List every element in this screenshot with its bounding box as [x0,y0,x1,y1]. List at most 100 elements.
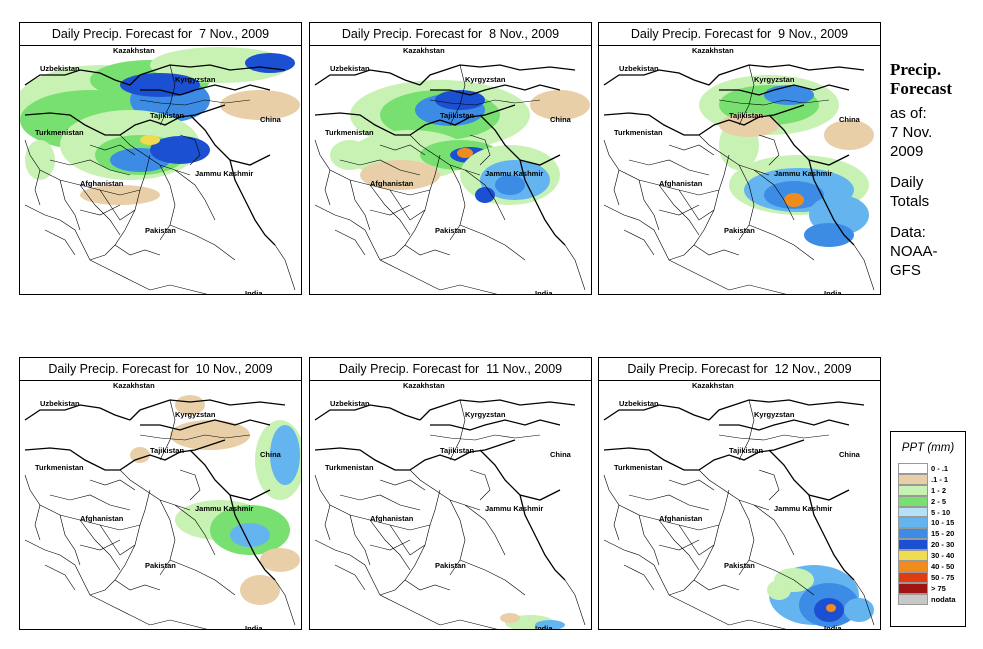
boundary-line [404,579,451,591]
boundary-line [229,159,276,246]
map-label-china: China [550,450,572,459]
boundary-line [439,619,498,629]
boundary-line [429,489,441,526]
panel-title: Daily Precip. Forecast for 12 Nov., 2009 [599,358,880,381]
legend-label: 20 - 30 [931,540,955,550]
legend-row: 15 - 20 [898,528,956,540]
map-label-pakistan: Pakistan [435,561,466,570]
boundary-line [623,229,655,256]
boundary-line [748,559,815,596]
precip-area [140,135,160,145]
panel-title: Daily Precip. Forecast for 8 Nov., 2009 [310,23,591,46]
boundary-line [119,134,191,176]
boundary-line [698,104,805,136]
legend-label: > 75 [931,583,946,593]
legend-swatch [898,473,928,485]
boundary-line [603,474,720,531]
precip-area [220,90,300,120]
legend-label: 2 - 5 [931,496,947,506]
boundary-line [324,504,331,541]
precip-layer [500,613,565,629]
boundary-line [768,449,850,501]
map-labels: Kazakhstan Uzbekistan Kyrgyzstan Tajikistan… [35,46,282,294]
map-label-pakistan: Pakistan [145,561,176,570]
precip-map: Kazakhstan Uzbekistan Kyrgyzstan Tajikistan… [24,381,301,629]
legend-row: > 75 [898,582,956,594]
boundary-line [603,69,710,86]
precip-area [804,223,854,247]
map-label-pakistan: Pakistan [145,226,176,235]
legend-row: .1 - 1 [898,473,956,485]
boundary-line [564,579,586,626]
boundary-line [44,229,76,256]
boundary-line [99,189,136,221]
boundary-line [379,259,441,291]
boundary-line [430,84,561,96]
boundary-line [114,244,161,256]
legend-label: 30 - 40 [931,551,955,561]
boundary-line [698,469,770,511]
legend-swatch [898,593,928,605]
map-label-india: India [535,624,553,630]
boundary-line [808,494,855,581]
precip-area [170,420,250,450]
boundary-line [658,184,700,236]
boundary-line [314,69,421,86]
boundary-line [429,154,441,191]
boundary-line [753,504,795,556]
legend-label: 15 - 20 [931,529,955,539]
boundary-line [638,179,660,231]
precip-area [767,580,791,600]
map-labels: Kazakhstan Uzbekistan Kyrgyzstan Tajikistan… [614,46,861,294]
map-label-kyrgyzstan: Kyrgyzstan [465,410,506,419]
boundary-line [119,439,226,471]
boundary-line [449,164,466,241]
legend-label: nodata [931,594,956,604]
boundary-line [728,619,787,629]
boundary-line [419,399,576,421]
boundary-line [738,64,755,126]
map-labels: Kazakhstan Uzbekistan Kyrgyzstan Tajikistan… [325,46,572,294]
boundary-line [459,559,526,596]
legend-label: 50 - 75 [931,572,955,582]
precip-map: Kazakhstan Uzbekistan Kyrgyzstan Tajikistan… [20,46,300,294]
map-label-afghanistan: Afghanistan [80,179,124,188]
map-label-tajikistan: Tajikistan [440,446,474,455]
precip-area [360,160,440,190]
boundary-line [748,224,815,261]
boundaries [603,64,875,294]
panel-title: Daily Precip. Forecast for 10 Nov., 2009 [20,358,301,381]
boundary-line [464,504,506,556]
boundary-line [564,244,586,291]
boundary-line [429,99,541,106]
legend-swatch [898,582,928,594]
map-label-tajikistan: Tajikistan [729,111,763,120]
boundary-line [449,399,466,461]
precip-area [495,175,525,195]
boundary-line [808,159,855,246]
boundary-line [89,594,151,626]
boundary-line [603,447,699,471]
precip-area [530,90,590,120]
boundary-line [479,114,561,166]
boundary-line [34,169,41,206]
boundary-line [59,179,81,231]
map-label-turkmenistan: Turkmenistan [325,463,374,472]
map-label-turkmenistan: Turkmenistan [35,128,84,137]
boundary-line [718,434,830,441]
boundary-line [59,514,81,566]
map-label-tajikistan: Tajikistan [150,446,184,455]
panel-title: Daily Precip. Forecast for 9 Nov., 2009 [599,23,880,46]
map-label-kazakhstan: Kazakhstan [692,46,734,55]
boundary-line [449,499,466,576]
boundary-line [129,64,286,86]
boundary-line [139,99,251,106]
boundary-line [853,579,875,626]
map-label-jammu-kashmir: Jammu Kashmir [485,504,543,513]
precip-layer [130,395,301,605]
boundary-line [49,494,131,511]
boundary-line [159,164,176,241]
legend-row: 0 - .1 [898,463,956,474]
boundary-line [339,159,421,176]
